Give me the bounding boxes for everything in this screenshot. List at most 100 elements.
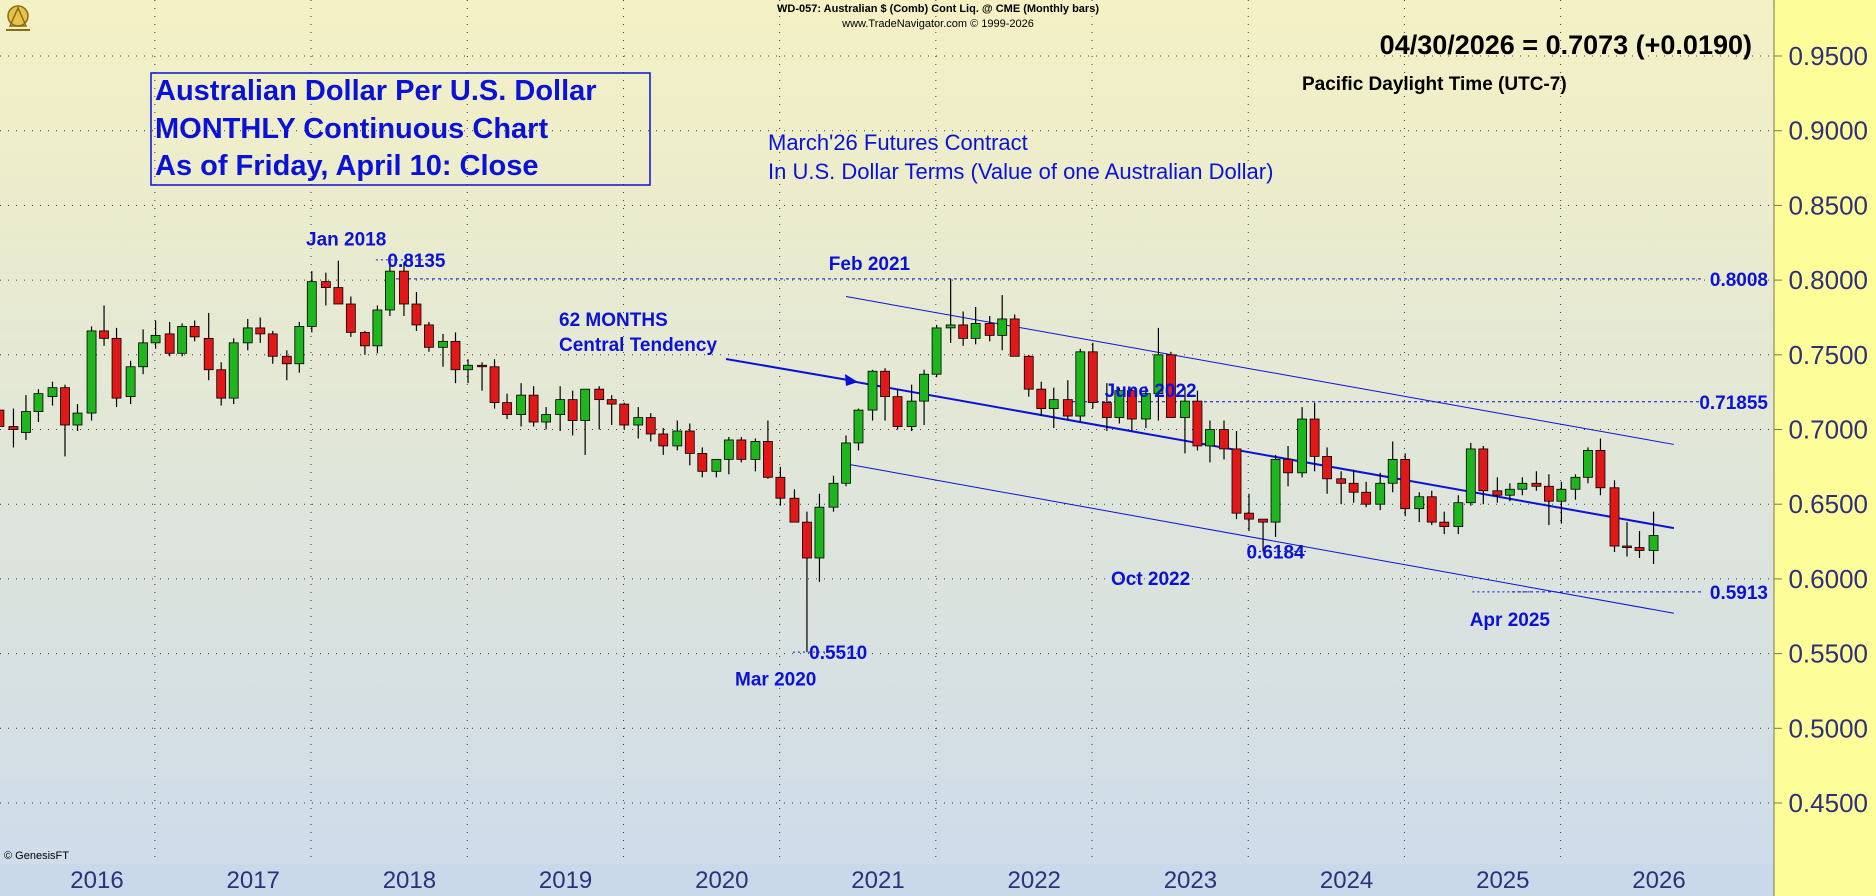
level-label: 0.71855 — [1699, 393, 1768, 414]
annotation-label: 0.8135 — [387, 251, 446, 272]
candle — [1648, 511, 1659, 564]
candle-body — [1361, 491, 1372, 505]
candle-body — [399, 270, 409, 305]
candle-body — [320, 281, 331, 288]
candle — [345, 296, 356, 337]
candle — [60, 384, 70, 457]
x-tick-label: 2023 — [1164, 867, 1217, 894]
candle — [567, 390, 578, 436]
candle-body — [867, 370, 878, 411]
x-tick-label: 2024 — [1320, 867, 1373, 894]
candle-body — [345, 303, 356, 333]
candle-body — [1309, 418, 1320, 457]
candle-body — [1126, 390, 1137, 420]
channel-label-line1: 62 MONTHS — [559, 310, 668, 331]
candle — [1348, 469, 1359, 503]
candle-body — [555, 399, 566, 415]
candle — [1517, 477, 1528, 496]
candle — [672, 420, 683, 451]
candle-body — [1322, 455, 1332, 480]
candle — [1322, 447, 1332, 494]
candle — [1101, 383, 1112, 431]
candle — [1023, 354, 1034, 397]
y-tick-label: 0.7000 — [1788, 415, 1868, 445]
candle — [736, 436, 747, 463]
candle-body — [1544, 485, 1554, 502]
candle — [0, 409, 5, 427]
trade-navigator-logo-icon — [6, 5, 30, 31]
candle-body — [164, 333, 175, 354]
candle-body — [567, 399, 578, 421]
candle — [177, 323, 188, 357]
candle-body — [1634, 547, 1645, 551]
candle-body — [1114, 390, 1125, 418]
candle — [438, 333, 448, 367]
candle-body — [1036, 388, 1047, 409]
candle — [294, 321, 305, 373]
candle-body — [150, 334, 161, 344]
candle — [33, 389, 44, 423]
candle-body — [672, 430, 683, 447]
candle-body — [72, 412, 83, 426]
header-line1: WD-057: Australian $ (Comb) Cont Liq. @ … — [777, 3, 1099, 15]
candle-body — [33, 393, 44, 412]
candle-layer — [0, 259, 1659, 653]
candle — [606, 395, 617, 426]
candle-body — [984, 323, 995, 336]
title-line3: As of Friday, April 10: Close — [155, 150, 539, 182]
candle — [8, 408, 19, 448]
candle-body — [697, 453, 708, 472]
candle — [489, 359, 500, 409]
last-price-readout: 04/30/2026 = 0.7073 (+0.0190) — [1380, 30, 1752, 60]
candle-body — [1583, 450, 1593, 478]
candle — [1258, 518, 1268, 552]
candle — [1634, 531, 1645, 558]
channel-lower-line — [845, 463, 1674, 614]
candle-body — [1348, 482, 1359, 493]
candle — [516, 383, 527, 427]
candle-body — [242, 327, 253, 344]
candle-body — [516, 394, 527, 415]
candle-body — [1075, 351, 1086, 417]
candle-body — [1219, 429, 1229, 450]
candle — [1309, 402, 1320, 472]
candle — [1087, 342, 1098, 409]
candle-body — [203, 337, 214, 371]
candle-body — [1258, 518, 1268, 523]
candle-body — [763, 441, 773, 478]
candle — [1036, 381, 1047, 417]
candle — [880, 368, 890, 421]
candle — [1504, 483, 1515, 502]
candle-body — [958, 324, 969, 339]
candle — [1153, 327, 1164, 421]
candle — [711, 458, 722, 478]
candle — [1583, 447, 1593, 484]
candle — [399, 262, 409, 316]
candle — [47, 381, 58, 406]
candle-body — [880, 370, 890, 398]
candle-body — [8, 426, 19, 430]
header-line2: www.TradeNavigator.com © 1999-2026 — [841, 18, 1034, 30]
candle — [450, 332, 461, 384]
candle-body — [477, 364, 487, 368]
candle — [1283, 445, 1293, 487]
candle — [111, 327, 122, 408]
candle-body — [1453, 502, 1464, 528]
candle-body — [216, 369, 227, 399]
candle-body — [1426, 496, 1437, 523]
candle — [1544, 474, 1554, 526]
candle-body — [360, 331, 370, 347]
channel-upper-line — [845, 296, 1674, 445]
candle — [1478, 445, 1489, 505]
x-tick-label: 2019 — [539, 867, 592, 894]
candle-body — [1009, 318, 1020, 357]
candle — [242, 318, 253, 351]
candle — [1126, 387, 1137, 431]
candle-body — [1141, 393, 1151, 420]
candle-body — [1622, 545, 1632, 548]
annotation-label: Mar 2020 — [735, 669, 816, 690]
timezone-label: Pacific Daylight Time (UTC-7) — [1302, 74, 1567, 95]
candle — [1165, 351, 1176, 418]
